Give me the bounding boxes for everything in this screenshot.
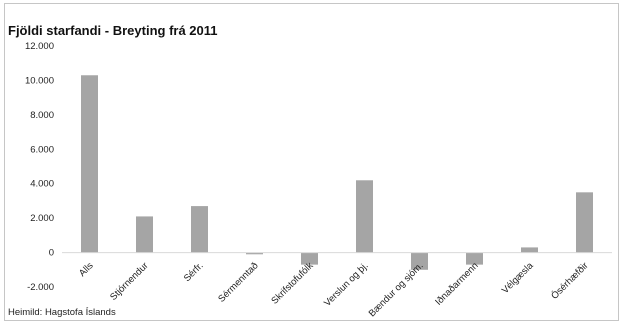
bar	[356, 180, 373, 253]
bar	[466, 252, 483, 265]
x-tick-label: Sérmenntað	[216, 260, 260, 304]
x-axis-labels: Alls Stjórnendur Sérfr. Sérmenntað Skrifstof…	[77, 260, 591, 319]
x-tick-label: Sérfr.	[182, 260, 206, 284]
y-tick-label: 12.000	[25, 41, 54, 52]
bar	[301, 252, 318, 265]
x-tick-label: Bændur og sjóm.	[367, 260, 426, 319]
y-tick-label: 4.000	[30, 179, 54, 190]
bar	[411, 252, 428, 270]
bar	[521, 247, 538, 253]
chart-title: Fjöldi starfandi - Breyting frá 2011	[8, 23, 218, 38]
x-tick-label: Ósérhæfðir	[549, 260, 590, 301]
y-tick-label: 6.000	[30, 144, 54, 155]
y-tick-label: 8.000	[30, 110, 54, 121]
y-tick-label: 10.000	[25, 75, 54, 86]
x-tick-label: Stjórnendur	[108, 260, 151, 303]
x-tick-label: Alls	[77, 260, 96, 279]
bar	[191, 206, 208, 253]
bar	[576, 192, 593, 253]
bar	[136, 216, 153, 253]
chart-frame	[4, 3, 619, 321]
source-note: Heimild: Hagstofa Íslands	[8, 307, 116, 318]
y-axis: 12.000 10.000 8.000 6.000 4.000 2.000 0 -2.000	[25, 41, 54, 293]
x-tick-label: Skrifstofufólk	[269, 260, 315, 306]
y-tick-label: 2.000	[30, 213, 54, 224]
bar	[246, 252, 263, 255]
x-tick-label: Vélgæsla	[500, 260, 536, 296]
bars	[81, 75, 593, 270]
x-tick-label: Verslun og þj.	[322, 260, 370, 308]
y-tick-label: -2.000	[27, 282, 54, 293]
y-tick-label: 0	[49, 248, 54, 259]
bar	[81, 75, 98, 253]
x-tick-label: Iðnaðarmenn	[433, 260, 480, 307]
